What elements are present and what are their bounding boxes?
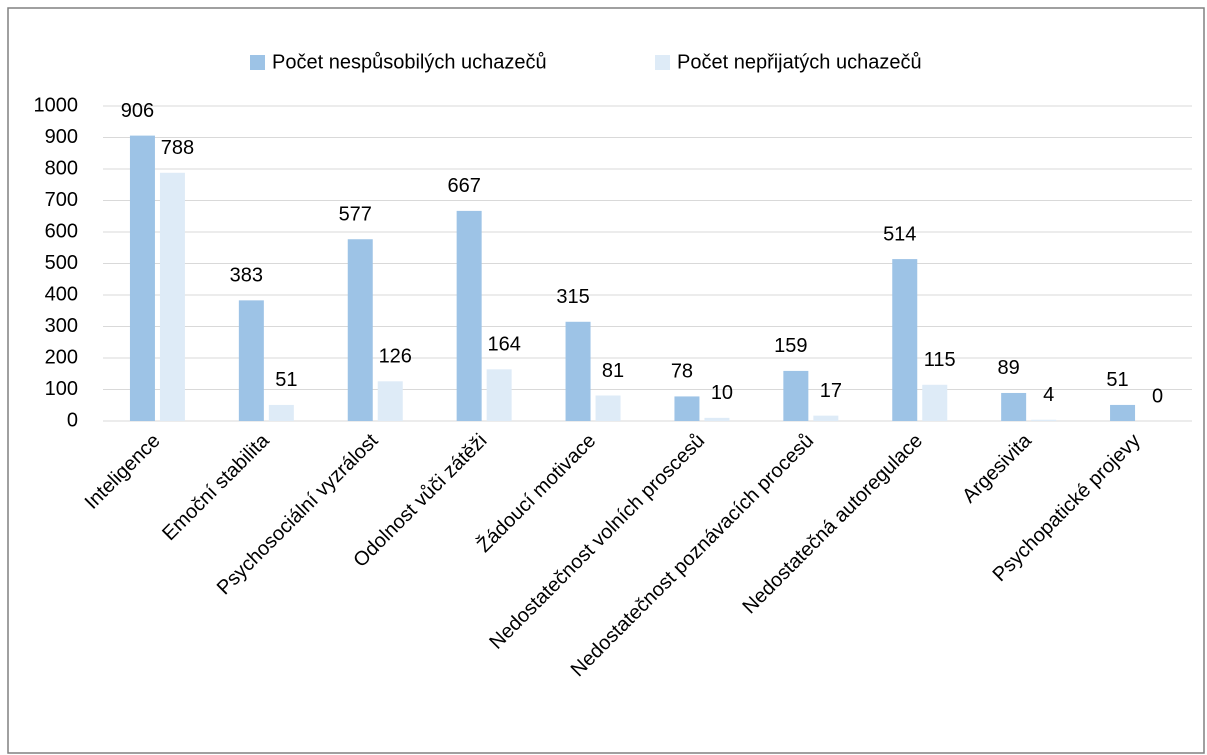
bar <box>783 370 809 421</box>
data-label: 51 <box>275 369 297 391</box>
y-tick-label: 800 <box>45 157 78 179</box>
data-label: 164 <box>487 334 520 356</box>
bar <box>268 404 294 421</box>
y-tick-label: 0 <box>67 409 78 431</box>
bar <box>159 172 185 421</box>
y-tick-label: 700 <box>45 189 78 211</box>
bar <box>1001 392 1027 421</box>
bar <box>892 259 918 421</box>
data-label: 51 <box>1106 369 1128 391</box>
legend-swatch <box>250 55 265 70</box>
bar <box>1110 404 1136 421</box>
data-label: 4 <box>1043 384 1054 406</box>
data-label: 514 <box>883 223 916 245</box>
y-tick-label: 200 <box>45 346 78 368</box>
data-label: 0 <box>1152 385 1163 407</box>
bar <box>377 381 403 421</box>
bar <box>456 210 482 421</box>
bar <box>238 300 264 421</box>
bar <box>704 417 730 421</box>
data-label: 17 <box>820 380 842 402</box>
y-tick-label: 900 <box>45 126 78 148</box>
data-label: 906 <box>121 100 154 122</box>
data-label: 159 <box>774 335 807 357</box>
y-tick-label: 1000 <box>34 94 79 116</box>
bar <box>813 415 839 421</box>
y-tick-label: 500 <box>45 252 78 274</box>
chart-border <box>7 7 1205 754</box>
data-label: 577 <box>339 204 372 226</box>
data-label: 667 <box>447 175 480 197</box>
bar <box>565 321 591 421</box>
bar <box>922 384 948 421</box>
bar <box>129 135 155 422</box>
data-label: 788 <box>161 137 194 159</box>
bar <box>674 396 700 421</box>
legend-label: Počet nepřijatých uchazečů <box>677 51 922 73</box>
y-tick-label: 600 <box>45 220 78 242</box>
data-label: 383 <box>230 265 263 287</box>
legend-label: Počet nespůsobilých uchazečů <box>272 51 547 73</box>
data-label: 78 <box>671 361 693 383</box>
y-tick-label: 300 <box>45 315 78 337</box>
bar <box>347 239 373 421</box>
legend-swatch <box>655 55 670 70</box>
y-tick-label: 400 <box>45 283 78 305</box>
bar <box>486 369 512 421</box>
y-tick-label: 100 <box>45 378 78 400</box>
data-label: 315 <box>556 286 589 308</box>
data-label: 81 <box>602 360 624 382</box>
data-label: 89 <box>998 357 1020 379</box>
data-label: 126 <box>379 346 412 368</box>
bar <box>595 395 621 421</box>
data-label: 10 <box>711 382 733 404</box>
bar <box>1031 419 1057 421</box>
data-label: 115 <box>924 349 956 371</box>
